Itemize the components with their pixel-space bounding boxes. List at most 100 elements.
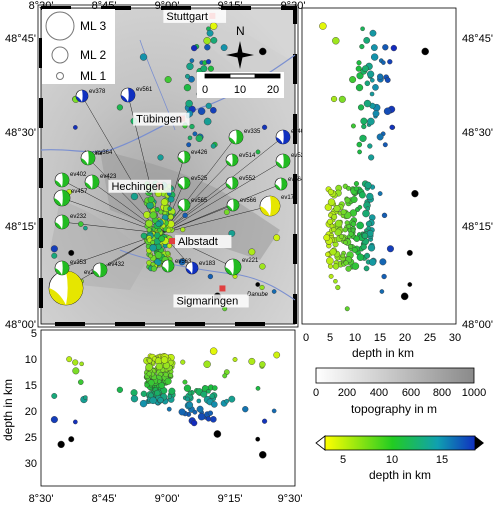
beachball-ev183: ev183 xyxy=(185,261,216,275)
right-xaxis-label: depth in km xyxy=(352,346,414,360)
beachball-ev364: ev364 xyxy=(80,150,113,166)
epicenter-point xyxy=(167,196,175,203)
hypocenter-lon-point xyxy=(203,360,211,368)
hypocenter-lat-point xyxy=(327,218,334,225)
hypocenter-lat-point xyxy=(353,181,360,187)
epicenter-point xyxy=(197,107,206,115)
hypocenter-lon-point xyxy=(192,409,198,415)
hypocenter-lon-point xyxy=(51,393,58,399)
event-label: ev426 xyxy=(191,150,208,156)
hypocenter-lat-point xyxy=(343,260,349,266)
lon-tick-label: 9°15' xyxy=(218,0,243,12)
hypocenter-lat-point xyxy=(379,258,387,266)
event-label: ev171 xyxy=(281,195,298,201)
hypocenter-lat-point xyxy=(334,219,343,228)
hypocenter-lon-point xyxy=(210,416,217,423)
depth-cbar-tick: 10 xyxy=(386,454,398,466)
beachball-ev378: ev378 xyxy=(75,89,106,103)
topo-tick: 1000 xyxy=(462,387,486,399)
hypocenter-lon-point xyxy=(144,382,150,388)
lat-tick-label: 48°45' xyxy=(5,33,36,45)
epicenter-point xyxy=(195,134,203,142)
lon-tick-label: 8°45' xyxy=(92,0,117,12)
hypocenter-lon-point xyxy=(209,393,215,399)
city-label: Sigmaringen xyxy=(176,295,238,307)
hypocenter-lon-point xyxy=(232,357,238,362)
hypocenter-lon-point xyxy=(166,406,172,412)
hypocenter-lat-point xyxy=(361,123,367,130)
hypocenter-lat-point xyxy=(353,186,359,192)
hypocenter-lon-point xyxy=(213,430,222,438)
epicenter-point xyxy=(210,107,217,114)
epicenter-point xyxy=(154,207,160,213)
scale-tick-10: 10 xyxy=(234,84,246,96)
hypocenter-lat-point xyxy=(356,253,365,261)
hypocenter-lat-point xyxy=(365,206,370,211)
legend-label-ml3: ML 3 xyxy=(80,19,107,33)
hypocenter-lat-point xyxy=(342,227,348,233)
topo-tick: 600 xyxy=(402,387,420,399)
beachball-ev405: ev405 xyxy=(275,129,308,145)
event-label: ev232 xyxy=(70,214,87,220)
right-panel-ticks: 0 5 10 15 20 25 30 depth in km 48°45' 48… xyxy=(303,33,493,360)
hypocenter-lat-point xyxy=(343,240,348,245)
hypocenter-lat-point xyxy=(323,234,331,242)
hypocenter-lat-point xyxy=(365,220,372,227)
beachball-ev353: ev353 xyxy=(54,260,87,276)
event-label: ev564 xyxy=(288,177,305,183)
event-label: ev561 xyxy=(136,87,153,93)
bottom-lon-label: 8°30' xyxy=(29,493,54,505)
hypocenter-lon-point xyxy=(158,382,165,389)
hypocenter-lon-point xyxy=(160,356,169,364)
hypocenter-lon-point xyxy=(164,377,172,385)
epicenter-point xyxy=(145,219,153,228)
hypocenter-lat-point xyxy=(329,248,337,256)
hypocenter-lat-point xyxy=(387,59,393,65)
right-xtick: 20 xyxy=(399,332,411,344)
hypocenter-lat-point xyxy=(361,232,369,239)
hypocenter-lon-point xyxy=(154,389,161,397)
hypocenter-lon-point xyxy=(72,367,80,375)
scale-tick-0: 0 xyxy=(202,84,208,96)
hypocenter-lat-point xyxy=(381,273,387,280)
map-frame-inner xyxy=(40,7,296,325)
epicenter-point xyxy=(273,234,281,242)
hypocenter-lat-point xyxy=(325,251,331,257)
event-label: ev552 xyxy=(239,176,256,182)
map-lat-labels-left: 48°45' 48°30' 48°15' 48°00' xyxy=(5,33,36,331)
hypocenter-lon-point xyxy=(167,394,172,399)
hypocenter-lat-point xyxy=(357,149,362,155)
hypocenter-lat-point xyxy=(383,107,392,115)
hypocenter-lat-point xyxy=(357,204,363,210)
cities-layer: Stuttgart Tübingen Hechingen Albstadt Sigmar… xyxy=(108,9,249,308)
beachball-ev564: ev564 xyxy=(274,177,305,191)
epicenter-point xyxy=(160,198,169,206)
event-label: ev221 xyxy=(242,258,259,264)
hypocenter-lon-point xyxy=(83,395,88,400)
event-label: ev522 xyxy=(291,153,308,159)
hypocenter-lon-point xyxy=(206,389,211,394)
lat-tick-label: 48°30' xyxy=(5,127,36,139)
hypocenter-lat-point xyxy=(327,189,334,195)
topography-colorbar-bar xyxy=(315,367,475,384)
north-arrow-icon xyxy=(237,41,243,55)
epicenter-point xyxy=(158,235,165,242)
epicenter-point xyxy=(186,142,192,148)
hypocenter-lat-point xyxy=(346,224,352,229)
bottom-ytick: 30 xyxy=(25,458,37,470)
hypocenter-lat-point xyxy=(350,123,356,129)
epicenter-point xyxy=(167,220,175,228)
epicenter-point xyxy=(83,225,88,231)
hypocenter-lat-point xyxy=(356,221,364,230)
epicenter-point xyxy=(205,102,212,109)
hypocenter-lon-point xyxy=(157,397,164,404)
hypocenter-lat-point xyxy=(344,306,350,312)
epicenter-point xyxy=(182,212,188,219)
event-label: ev525 xyxy=(191,176,208,182)
city-label: Hechingen xyxy=(111,181,164,193)
hypocenter-lat-point xyxy=(381,212,388,219)
hypocenter-lon-point xyxy=(242,406,249,413)
hypocenter-lat-point xyxy=(319,22,327,30)
depth-colorbar-bar xyxy=(324,435,476,451)
hypocenter-lat-point xyxy=(358,191,366,199)
